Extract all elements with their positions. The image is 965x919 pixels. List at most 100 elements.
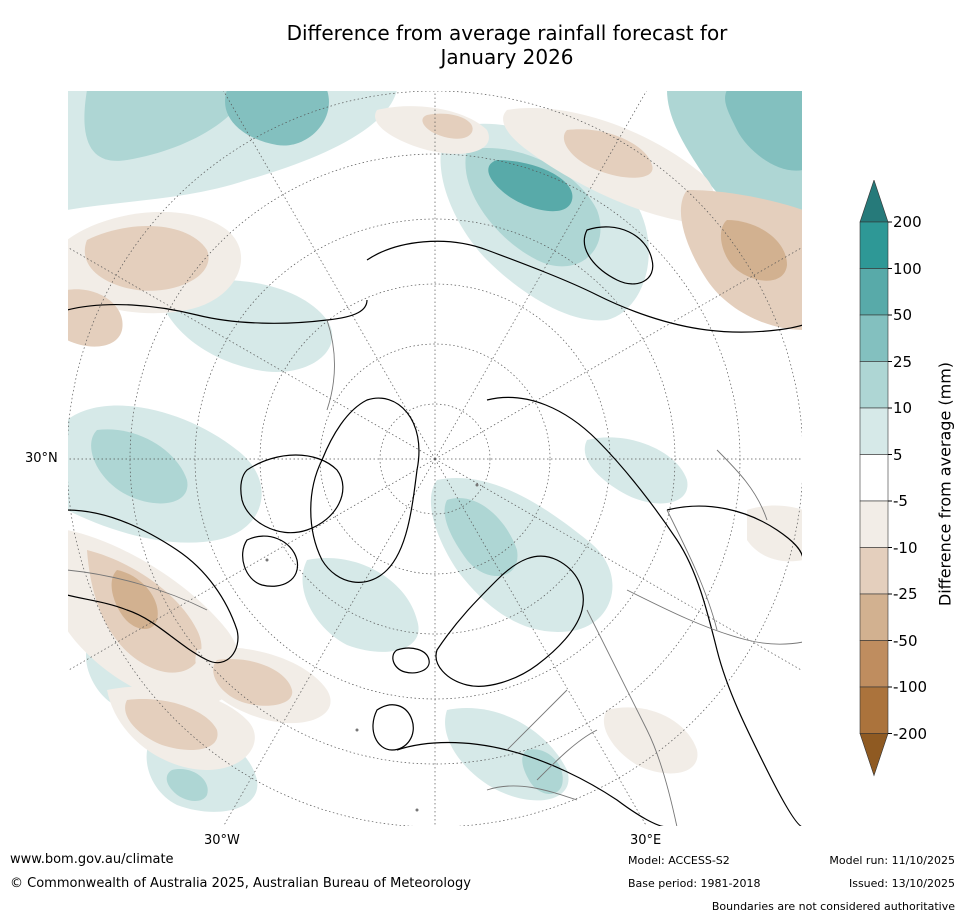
footer-model-run: Model run: 11/10/2025 — [829, 854, 955, 867]
title-line-1: Difference from average rainfall forecas… — [286, 21, 728, 45]
dry-region-east-russia-core — [720, 220, 787, 281]
colorbar-segment — [859, 361, 889, 409]
boundary-asia-b — [716, 449, 768, 521]
coastline-iceland — [392, 647, 430, 674]
boundary-russia-kazakhstan — [626, 589, 803, 645]
footer-base-period: Base period: 1981-2018 — [628, 877, 761, 890]
coastline-kamchatka — [583, 226, 654, 285]
coastline-europe-arctic — [486, 396, 803, 827]
coastline-canadian-archipelago — [240, 454, 344, 534]
coastline-north-america — [67, 509, 239, 664]
wet-region-south-core — [166, 769, 208, 802]
colorbar — [859, 180, 892, 777]
colorbar-segment — [859, 500, 889, 548]
wet-region-greenland-sea — [302, 558, 419, 652]
meridian-60w — [67, 458, 436, 672]
dry-region-atlantic-core — [213, 659, 293, 706]
coastlines — [67, 226, 803, 827]
coastline-scandinavia — [435, 555, 584, 687]
map-frame — [67, 90, 803, 827]
rainfall-anomaly-map — [67, 90, 803, 827]
colorbar-segment — [859, 593, 889, 641]
boundary-alaska-canada — [326, 319, 335, 411]
footer-copyright: © Commonwealth of Australia 2025, Austra… — [10, 876, 471, 891]
meridian-30e — [434, 458, 648, 827]
dry-region-west-us-core2 — [111, 570, 158, 630]
island-dot-3 — [355, 728, 359, 732]
title-line-2: January 2026 — [440, 45, 574, 69]
colorbar-tick-label: 200 — [893, 213, 922, 231]
coastline-alaska — [67, 299, 368, 324]
dry-anomaly-layer — [67, 106, 803, 774]
colorbar-tick-label: 5 — [893, 445, 903, 464]
chart-title: Difference from average rainfall forecas… — [207, 21, 807, 69]
colorbar-extend-bottom — [859, 733, 889, 777]
island-dot-4 — [415, 808, 419, 812]
colorbar-tick-label: 10 — [893, 399, 913, 417]
meridian-120e — [434, 246, 803, 460]
coastline-siberia — [366, 240, 803, 333]
wet-region-north-pacific-core — [84, 90, 247, 161]
colorbar-segment — [859, 314, 889, 362]
meridian-60e — [434, 458, 803, 672]
colorbar-tick-label: -25 — [893, 585, 918, 603]
island-dot-1 — [265, 558, 269, 562]
dry-region-northeast-core — [563, 129, 653, 178]
wet-region-scandinavia-core — [444, 498, 518, 577]
colorbar-segments — [859, 180, 889, 777]
colorbar-tick-marks — [888, 221, 892, 734]
colorbar-segment — [859, 640, 889, 688]
colorbar-tick-label: -100 — [893, 678, 928, 696]
colorbar-segment — [859, 454, 889, 502]
boundary-asia-a — [666, 509, 718, 631]
wet-region-north-pacific-core2 — [225, 90, 329, 146]
wet-region-northeast-core — [725, 90, 803, 171]
meridian-120w — [67, 246, 436, 460]
wet-region-west-atlantic-core — [91, 429, 188, 504]
coastline-europe — [396, 741, 668, 827]
footer-url[interactable]: www.bom.gov.au/climate — [10, 852, 174, 867]
colorbar-tick-label: -5 — [893, 492, 908, 510]
footer-model: Model: ACCESS-S2 — [628, 854, 730, 867]
colorbar-segment — [859, 268, 889, 316]
national-boundaries — [67, 319, 803, 827]
boundary-russia-europe — [586, 609, 678, 827]
colorbar-tick-label: -200 — [893, 724, 928, 743]
meridian-150w — [222, 90, 436, 460]
lon-label-30w: 30°W — [204, 833, 240, 848]
dry-region-east-asia — [747, 505, 803, 562]
colorbar-segment — [859, 221, 889, 269]
boundary-europe-grid-a — [506, 689, 568, 751]
colorbar-extend-top — [859, 180, 889, 223]
island-dot-2 — [475, 483, 479, 487]
colorbar-segment — [859, 686, 889, 734]
graticule-80n — [379, 403, 491, 515]
dry-region-north-siberia-core — [422, 113, 473, 139]
dry-region-middle-east — [603, 707, 698, 774]
meridian-30w — [222, 458, 436, 827]
colorbar-tick-label: 50 — [893, 306, 913, 324]
colorbar-segment — [859, 407, 889, 455]
footer-issued: Issued: 13/10/2025 — [848, 877, 955, 890]
lat-label-30n: 30°N — [25, 451, 58, 466]
colorbar-tick-label: 100 — [893, 259, 922, 278]
lon-label-30e: 30°E — [630, 833, 662, 848]
boundary-europe-grid-b — [536, 729, 598, 781]
dry-region-pacific-core — [84, 226, 209, 291]
footer-disclaimer: Boundaries are not considered authoritat… — [711, 900, 955, 913]
meridian-150e — [434, 90, 648, 460]
colorbar-title: Difference from average (mm) — [935, 361, 955, 607]
boundary-europe-grid-c — [486, 785, 578, 801]
coastline-hudson-bay — [242, 535, 299, 587]
coastline-asia-east — [666, 505, 803, 561]
colorbar-tick-label: 25 — [893, 352, 913, 371]
small-islands — [265, 483, 479, 812]
graticule-60n — [259, 283, 611, 635]
colorbar-segment — [859, 547, 889, 595]
wet-region-med-core — [522, 749, 563, 795]
colorbar-tick-label: -50 — [893, 631, 918, 650]
boundary-canada-us — [67, 569, 208, 611]
wet-region-siberia-core2 — [488, 160, 573, 212]
coastline-british-isles — [372, 704, 414, 751]
graticule — [67, 90, 803, 827]
